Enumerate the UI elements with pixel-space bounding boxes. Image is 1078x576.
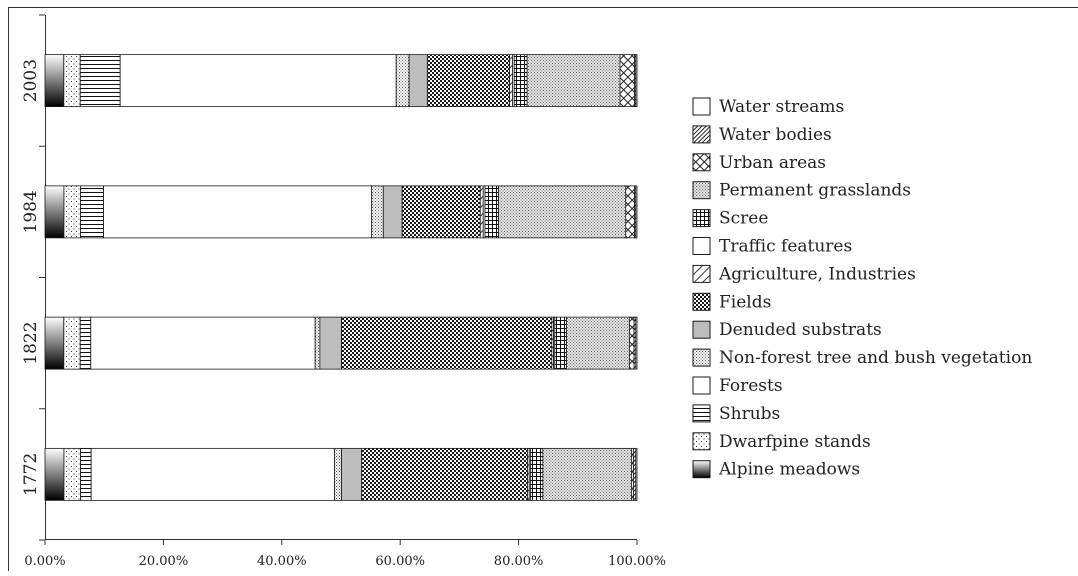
x-tick-label: 40.00%: [257, 554, 307, 569]
x-axis-ticks: 0.00% 20.00% 40.00% 60.00% 80.00% 100.00%: [24, 540, 666, 569]
bar-segment-fields-1984: [401, 185, 481, 239]
legend-swatch-water-bodies: [692, 125, 711, 144]
bar-segment-dwarfpine-stands-1984: [63, 185, 81, 239]
legend-label-agriculture-industries: Agriculture, Industries: [718, 264, 916, 284]
bar-segment-non-forest-tree-and-bush-vegetation-1822: [314, 316, 321, 370]
bar-segment-urban-areas-1984: [625, 185, 636, 239]
bar-segment-permanent-grasslands-1822: [566, 316, 630, 370]
bar-segment-alpine-meadows-1772: [44, 447, 65, 501]
legend-label-scree: Scree: [719, 209, 768, 229]
bar-segment-water-streams-1772: [635, 447, 638, 501]
bar-segment-dwarfpine-stands-1822: [63, 316, 81, 370]
bar-segment-scree-1772: [530, 447, 544, 501]
legend-swatch-shrubs: [692, 404, 711, 423]
bar-segment-water-streams-1984: [635, 185, 638, 239]
bar-segment-shrubs-2003: [79, 54, 121, 108]
legend-label-denuded-substrats: Denuded substrats: [719, 320, 882, 340]
bar-segment-shrubs-1822: [79, 316, 92, 370]
bar-segment-denuded-substrats-2003: [408, 54, 428, 108]
legend-label-forests: Forests: [719, 376, 783, 396]
legend-swatch-agriculture-industries: [692, 264, 711, 283]
bar-segment-scree-1984: [484, 185, 500, 239]
legend-label-shrubs: Shrubs: [719, 404, 780, 424]
legend-label-traffic-features: Traffic features: [719, 237, 852, 257]
x-tick-label: 20.00%: [139, 554, 189, 569]
bar-series: [44, 54, 638, 501]
legend-swatch-traffic-features: [692, 237, 711, 255]
bar-segment-alpine-meadows-2003: [44, 54, 65, 108]
bar-segment-denuded-substrats-1772: [341, 447, 363, 501]
bar-segment-fields-1822: [341, 316, 553, 370]
bar-segment-non-forest-tree-and-bush-vegetation-1772: [334, 447, 342, 501]
legend-swatch-scree: [692, 209, 711, 228]
bar-segment-forests-1822: [90, 316, 316, 370]
legend-label-fields: Fields: [719, 292, 771, 312]
bar-segment-alpine-meadows-1822: [44, 316, 65, 370]
bar-segment-denuded-substrats-1984: [382, 185, 403, 239]
x-tick-label: 0.00%: [24, 554, 65, 569]
bar-segment-agriculture-industries-1984: [479, 185, 484, 239]
bar-segment-non-forest-tree-and-bush-vegetation-1984: [371, 185, 384, 239]
legend: Water streams Water bodies Urban areas Perm…: [692, 97, 1032, 480]
bar-segment-forests-1772: [90, 447, 335, 501]
bar-segment-forests-2003: [119, 54, 397, 108]
bar-segment-shrubs-1984: [80, 185, 104, 239]
bar-segment-scree-2003: [513, 54, 528, 108]
legend-label-non-forest-tree-and-bush-vegetation: Non-forest tree and bush vegetation: [719, 348, 1032, 368]
legend-swatch-permanent-grasslands: [692, 181, 711, 200]
bar-segment-non-forest-tree-and-bush-vegetation-2003: [395, 54, 410, 108]
bar-segment-water-streams-1822: [635, 316, 638, 370]
bar-segment-forests-1984: [103, 185, 372, 239]
category-label-1772: 1772: [21, 453, 41, 496]
category-labels: 1772 1822 1984 2003: [21, 59, 41, 496]
bar-segment-shrubs-1772: [80, 447, 92, 501]
category-label-2003: 2003: [21, 59, 41, 102]
legend-label-dwarfpine-stands: Dwarfpine stands: [719, 432, 871, 452]
x-tick-label: 100.00%: [608, 554, 666, 569]
category-label-1822: 1822: [21, 321, 41, 364]
y-axis-ticks: [39, 14, 45, 541]
bar-segment-fields-2003: [426, 54, 510, 108]
legend-swatch-non-forest-tree-and-bush-vegetation: [692, 348, 711, 367]
legend-label-water-streams: Water streams: [719, 97, 844, 117]
legend-label-urban-areas: Urban areas: [719, 153, 826, 173]
x-tick-label: 60.00%: [375, 554, 425, 569]
legend-swatch-denuded-substrats: [692, 320, 711, 339]
bar-segment-permanent-grasslands-1984: [498, 185, 627, 239]
category-label-1984: 1984: [21, 190, 41, 233]
bar-segment-permanent-grasslands-2003: [526, 54, 621, 108]
legend-label-alpine-meadows: Alpine meadows: [718, 460, 860, 480]
bar-segment-scree-1822: [554, 316, 567, 370]
legend-label-water-bodies: Water bodies: [719, 125, 832, 145]
legend-swatch-fields: [692, 292, 711, 311]
legend-swatch-forests: [692, 376, 711, 395]
legend-swatch-dwarfpine-stands: [692, 432, 711, 451]
bar-segment-fields-1772: [361, 447, 528, 501]
legend-label-permanent-grasslands: Permanent grasslands: [719, 181, 911, 201]
legend-swatch-urban-areas: [692, 153, 711, 172]
bar-segment-agriculture-industries-2003: [509, 54, 513, 108]
legend-swatch-alpine-meadows: [692, 460, 711, 479]
bar-segment-alpine-meadows-1984: [44, 185, 65, 239]
bar-segment-dwarfpine-stands-2003: [63, 54, 81, 108]
legend-swatch-water-streams: [692, 97, 711, 116]
x-tick-label: 80.00%: [494, 554, 544, 569]
bar-segment-permanent-grasslands-1772: [542, 447, 633, 501]
bar-segment-water-streams-2003: [635, 54, 638, 108]
bar-segment-denuded-substrats-1822: [319, 316, 342, 370]
bar-segment-dwarfpine-stands-1772: [63, 447, 81, 501]
bar-segment-urban-areas-1822: [628, 316, 635, 370]
bar-segment-urban-areas-2003: [619, 54, 636, 108]
